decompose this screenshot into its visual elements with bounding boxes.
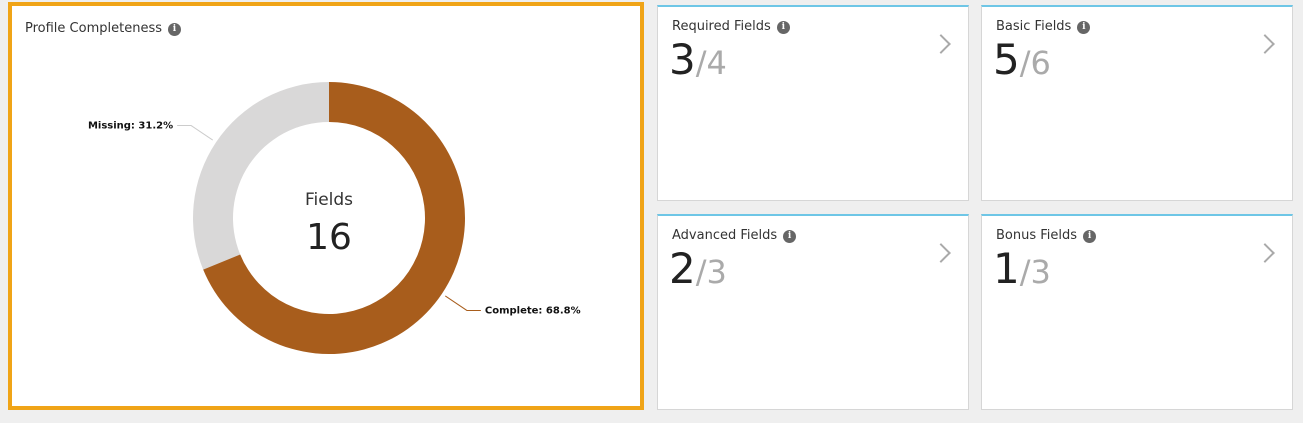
card-count: 3/4 bbox=[669, 35, 727, 84]
info-icon[interactable]: i bbox=[1083, 230, 1097, 243]
info-icon[interactable]: i bbox=[776, 21, 790, 34]
stat-card[interactable]: Required Fields i 3/4 bbox=[657, 5, 969, 201]
panel-title: Profile Completeness i bbox=[25, 21, 181, 36]
card-title-text: Basic Fields bbox=[996, 19, 1072, 34]
card-title: Advanced Fields i bbox=[672, 228, 797, 243]
card-total: 6 bbox=[1030, 44, 1051, 82]
card-count: 2/3 bbox=[669, 244, 727, 293]
card-total: 3 bbox=[1030, 253, 1051, 291]
card-title-text: Required Fields bbox=[672, 19, 771, 34]
card-count: 1/3 bbox=[993, 244, 1051, 293]
stat-card[interactable]: Bonus Fields i 1/3 bbox=[981, 214, 1293, 410]
chevron[interactable] bbox=[931, 243, 951, 263]
card-separator: / bbox=[1019, 253, 1031, 291]
card-title-text: Bonus Fields bbox=[996, 228, 1078, 243]
value-label: Complete: 68.8% bbox=[485, 305, 581, 316]
donut-segment bbox=[203, 82, 465, 354]
card-value: 2 bbox=[669, 244, 696, 293]
card-total: 3 bbox=[706, 253, 727, 291]
card-title-text: Advanced Fields bbox=[672, 228, 778, 243]
card-title: Required Fields i bbox=[672, 19, 790, 34]
info-icon[interactable]: i bbox=[783, 230, 797, 243]
center-label: Fields bbox=[305, 190, 353, 210]
center-value: 16 bbox=[306, 217, 352, 258]
panel-title-text: Profile Completeness bbox=[25, 21, 162, 36]
card-separator: / bbox=[1019, 44, 1031, 82]
info-icon[interactable]: i bbox=[1077, 21, 1091, 34]
card-count: 5/6 bbox=[993, 35, 1051, 84]
card-value: 1 bbox=[993, 244, 1020, 293]
stat-card[interactable]: Advanced Fields i 2/3 bbox=[657, 214, 969, 410]
value-label: Missing: 31.2% bbox=[88, 121, 173, 132]
chevron[interactable] bbox=[1255, 34, 1275, 54]
chevron[interactable] bbox=[1255, 243, 1275, 263]
card-value: 5 bbox=[993, 35, 1020, 84]
chevron[interactable] bbox=[931, 34, 951, 54]
card-total: 4 bbox=[706, 44, 727, 82]
leader-line bbox=[177, 125, 213, 141]
stat-card[interactable]: Basic Fields i 5/6 bbox=[981, 5, 1293, 201]
card-title: Basic Fields i bbox=[996, 19, 1091, 34]
profile-panel: Profile Completeness i Missing: 31.2% Comp… bbox=[8, 2, 644, 410]
info-icon[interactable]: i bbox=[168, 23, 181, 36]
card-title: Bonus Fields i bbox=[996, 228, 1097, 243]
card-separator: / bbox=[695, 253, 707, 291]
leader-line bbox=[445, 295, 481, 311]
card-value: 3 bbox=[669, 35, 696, 84]
card-separator: / bbox=[695, 44, 707, 82]
donut-chart: Missing: 31.2% Complete: 68.8% Fields 16 bbox=[88, 82, 581, 354]
donut-segment bbox=[193, 82, 329, 270]
